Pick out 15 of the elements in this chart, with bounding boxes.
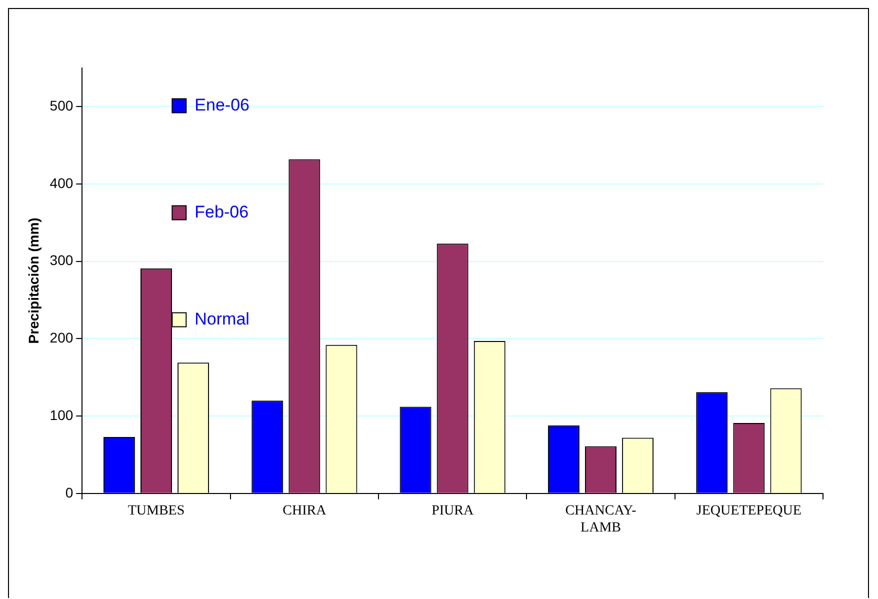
- x-tick-label: PIURA: [432, 503, 474, 518]
- x-tick-label: JEQUETEPEQUE: [696, 503, 802, 518]
- legend-label: Normal: [194, 309, 250, 328]
- legend-label: Ene-06: [194, 95, 250, 114]
- y-tick-label: 100: [50, 406, 74, 423]
- y-tick-label: 0: [65, 484, 74, 500]
- x-tick-label: CHIRA: [282, 503, 328, 518]
- y-tick-label: 200: [50, 330, 74, 346]
- x-tick-label: CHANCAY-LAMB: [565, 503, 637, 536]
- legend-label: Feb-06: [194, 202, 249, 222]
- y-tick-label: 500: [50, 98, 74, 114]
- y-axis-title: Precipitación (mm): [25, 218, 42, 344]
- y-tick-label: 300: [50, 252, 74, 268]
- y-tick-label: 400: [50, 174, 74, 191]
- x-tick-label: TUMBES: [128, 503, 185, 518]
